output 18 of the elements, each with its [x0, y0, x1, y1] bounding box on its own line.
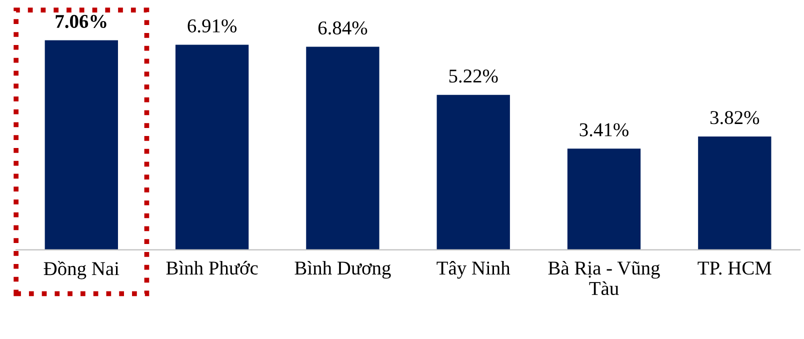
x-tick-label: Bà Rịa - Vũng Tàu — [548, 260, 660, 296]
bar — [436, 94, 510, 250]
bar — [44, 40, 118, 250]
x-tick-label: Tây Ninh — [436, 260, 510, 279]
x-tick-label: Đồng Nai — [44, 260, 120, 280]
data-label: 6.84% — [318, 21, 368, 35]
bar — [698, 136, 772, 250]
bar — [567, 148, 641, 250]
data-label: 3.41% — [580, 123, 628, 136]
bar — [175, 44, 249, 250]
data-label: 3.82% — [710, 111, 760, 124]
x-tick-label: TP. HCM — [698, 262, 772, 275]
x-tick-label: Bình Phước — [166, 260, 258, 275]
data-label: 6.91% — [188, 19, 237, 33]
x-tick-label: Bình Dương — [294, 260, 391, 279]
data-label: 5.22% — [449, 69, 498, 83]
bar — [306, 46, 380, 250]
data-label: 7.06% — [56, 14, 106, 28]
